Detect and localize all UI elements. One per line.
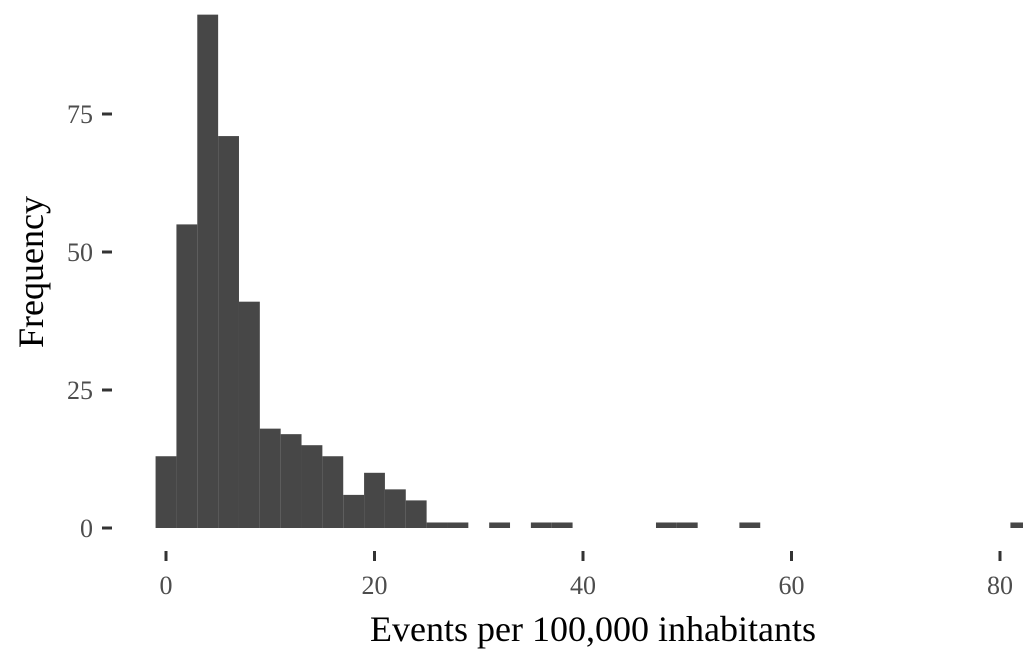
histogram-bar: [238, 301, 260, 528]
histogram-bar: [384, 489, 406, 528]
histogram-bars: [155, 14, 1023, 528]
x-tick-label: 80: [987, 571, 1013, 600]
histogram-bar: [489, 522, 511, 528]
histogram-bar: [447, 522, 469, 528]
histogram-bar: [655, 522, 677, 528]
x-tick-label: 20: [362, 571, 388, 600]
x-tick-label: 0: [160, 571, 173, 600]
histogram-bar: [155, 456, 177, 528]
histogram-bar: [1010, 522, 1023, 528]
histogram-bar: [739, 522, 761, 528]
histogram-bar: [322, 456, 344, 528]
x-axis-title: Events per 100,000 inhabitants: [370, 609, 816, 649]
histogram-bar: [197, 14, 219, 528]
x-axis: 0 20 40 60 80: [160, 551, 1013, 600]
histogram-bar: [176, 224, 198, 528]
x-tick-label: 60: [779, 571, 805, 600]
y-axis: 0 25 50 75: [67, 100, 112, 543]
y-tick-label: 0: [80, 514, 93, 543]
histogram-bar: [280, 434, 302, 528]
histogram-bar: [405, 500, 427, 528]
histogram-bar: [301, 445, 323, 528]
histogram-bar: [259, 428, 281, 528]
histogram-bar: [676, 522, 698, 528]
histogram-bar: [426, 522, 448, 528]
x-tick-label: 40: [570, 571, 596, 600]
histogram-bar: [364, 472, 385, 528]
histogram-bar: [551, 522, 573, 528]
histogram-bar: [218, 136, 239, 528]
histogram-bar: [530, 522, 552, 528]
y-axis-title: Frequency: [11, 196, 51, 348]
y-tick-label: 25: [67, 376, 93, 405]
y-tick-label: 75: [67, 100, 93, 129]
histogram-bar: [343, 494, 365, 528]
y-tick-label: 50: [67, 238, 93, 267]
